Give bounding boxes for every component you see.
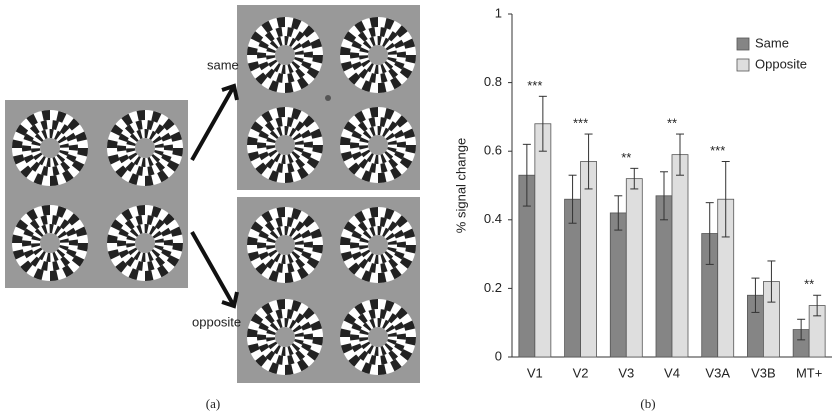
y-tick-label: 0.8 <box>484 74 502 89</box>
bar <box>609 212 627 358</box>
x-tick-label: V3B <box>751 365 776 380</box>
stimulus-panel: same opposite (a) <box>5 5 420 411</box>
legend-label: Same <box>755 35 789 50</box>
significance: ** <box>804 277 814 292</box>
y-tick-label: 0 <box>495 348 502 363</box>
significance: ** <box>667 115 677 130</box>
checker-disc <box>247 299 323 375</box>
error-bar <box>614 195 623 231</box>
checker-disc <box>11 205 89 281</box>
error-bar <box>797 318 806 341</box>
legend-swatch <box>736 37 750 51</box>
bar <box>534 123 552 358</box>
checker-disc <box>247 16 323 94</box>
significance: *** <box>573 115 588 130</box>
error-bar <box>767 260 776 303</box>
error-bar <box>522 143 531 207</box>
bar <box>671 154 689 358</box>
error-bar <box>630 167 639 190</box>
bar <box>625 178 643 358</box>
error-bar <box>676 133 684 176</box>
y-tick-label: 1 <box>495 5 502 20</box>
x-tick-label: V3A <box>705 365 730 380</box>
checker-disc <box>247 107 323 184</box>
x-tick-label: V3 <box>618 365 634 380</box>
caption: (b) <box>640 396 655 411</box>
checker-disc <box>340 16 416 94</box>
y-axis-label: % signal change <box>453 138 468 233</box>
checker-disc <box>247 207 323 283</box>
error-bar <box>721 160 730 238</box>
error-bar <box>568 174 577 224</box>
error-bar <box>660 171 668 221</box>
significance: *** <box>710 143 725 158</box>
arrow <box>190 83 239 161</box>
legend-label: Opposite <box>755 56 807 71</box>
checker-disc <box>340 207 416 283</box>
y-tick-label: 0.6 <box>484 143 502 158</box>
checker-disc <box>340 107 416 184</box>
chart: % signal change 0 0.2 0.4 0.6 0.8 1 V1 *** V2 *** V… <box>453 5 832 380</box>
x-tick-label: V1 <box>527 365 543 380</box>
label-opposite: opposite <box>192 314 241 329</box>
error-bar <box>538 95 547 152</box>
x-tick-label: MT+ <box>796 365 822 380</box>
fixation-point <box>325 95 331 101</box>
error-bar <box>751 277 760 313</box>
y-tick-label: 0.2 <box>484 280 502 295</box>
significance: *** <box>527 78 542 93</box>
checker-disc <box>107 205 184 281</box>
label-same: same <box>207 57 239 72</box>
error-bar <box>813 294 822 317</box>
significance: ** <box>621 150 631 165</box>
x-tick-label: V2 <box>573 365 589 380</box>
checker-disc <box>340 299 416 375</box>
arrow <box>190 231 239 309</box>
checker-disc <box>107 110 184 187</box>
bar <box>580 161 597 358</box>
caption: (a) <box>206 396 220 411</box>
error-bar <box>584 133 593 190</box>
error-bar <box>705 202 714 265</box>
x-tick-label: V4 <box>664 365 680 380</box>
y-tick-label: 0.4 <box>484 211 502 226</box>
checker-disc <box>11 110 89 187</box>
legend-swatch <box>736 58 750 72</box>
